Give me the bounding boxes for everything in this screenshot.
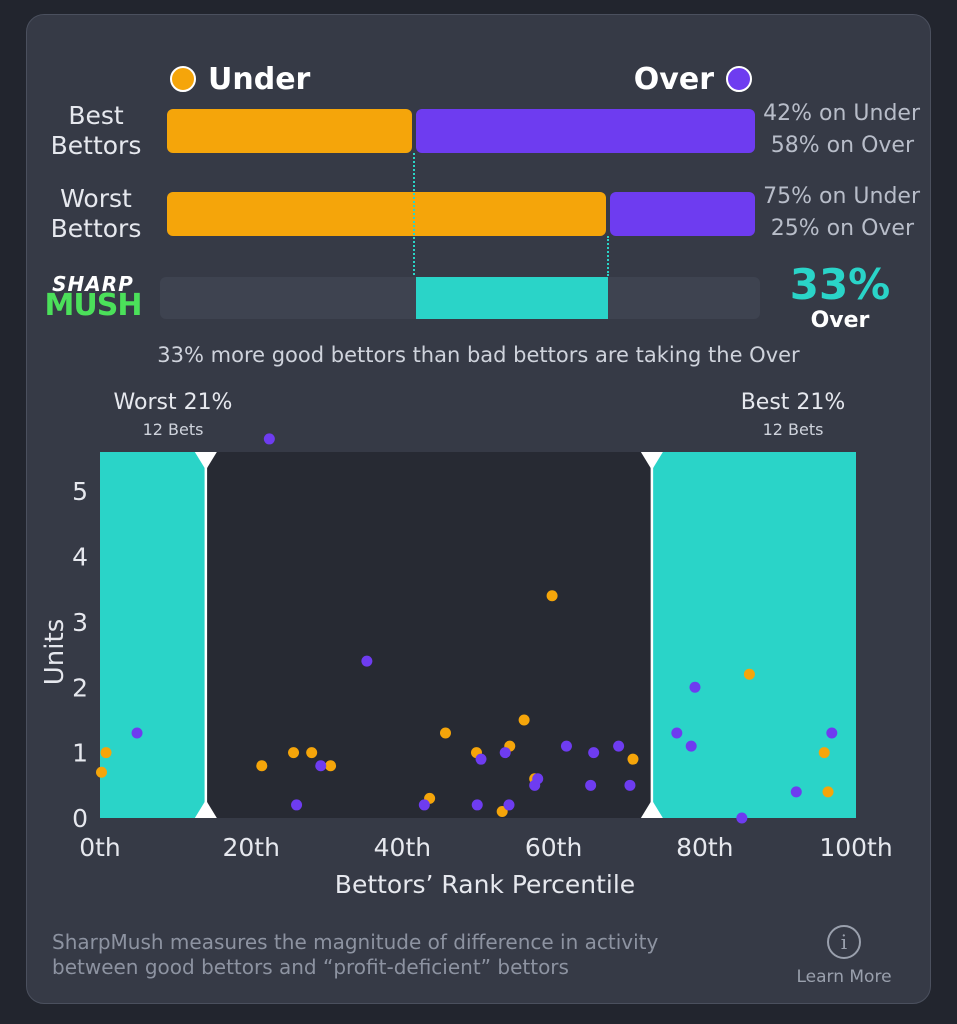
worst-bettors-label-line2: Bettors bbox=[50, 214, 142, 243]
x-axis-label: Bettors’ Rank Percentile bbox=[335, 870, 635, 899]
y-tick-label: 0 bbox=[72, 804, 88, 833]
best-under-bar bbox=[167, 109, 412, 153]
worst-under-pct: 75% on Under bbox=[763, 184, 920, 209]
best-region-title: Best 21% bbox=[740, 390, 846, 415]
under-point bbox=[822, 786, 834, 798]
over-point bbox=[671, 727, 683, 739]
worst-over-bar bbox=[610, 192, 755, 236]
best-bettors-label: Best Bettors bbox=[26, 101, 166, 161]
over-point bbox=[418, 799, 430, 811]
over-point bbox=[263, 433, 275, 445]
x-tick-label: 60th bbox=[525, 833, 582, 862]
y-tick-label: 3 bbox=[72, 608, 88, 637]
best-boundary-handle-bottom bbox=[640, 800, 663, 818]
over-point bbox=[361, 655, 373, 667]
y-tick-label: 5 bbox=[72, 477, 88, 506]
over-point bbox=[532, 773, 544, 785]
under-point bbox=[100, 747, 112, 759]
learn-more-label: Learn More bbox=[796, 967, 892, 987]
sharp-percentage: 33% bbox=[789, 260, 891, 309]
x-tick-label: 20th bbox=[222, 833, 279, 862]
over-point bbox=[131, 727, 143, 739]
footer-description: SharpMush measures the magnitude of diff… bbox=[52, 930, 658, 980]
best-under-pct: 42% on Under bbox=[763, 101, 920, 126]
over-point bbox=[613, 740, 625, 752]
under-point bbox=[256, 760, 268, 772]
best-over-bar bbox=[415, 109, 755, 153]
sharp-direction: Over bbox=[810, 308, 870, 333]
footer-line1: SharpMush measures the magnitude of diff… bbox=[52, 930, 659, 954]
sharpmush-logo: SHARP MUSH bbox=[36, 272, 150, 323]
learn-more-button[interactable]: i Learn More bbox=[784, 925, 904, 991]
worst-boundary-handle-top bbox=[194, 452, 217, 470]
x-tick-label: 80th bbox=[676, 833, 733, 862]
best-bettors-label-line2: Bettors bbox=[50, 131, 142, 160]
over-point bbox=[475, 753, 487, 765]
under-point bbox=[96, 766, 108, 778]
footer-line2: between good bettors and “profit-deficie… bbox=[52, 955, 569, 979]
sharp-caption: 33% more good bettors than bad bettors a… bbox=[157, 343, 800, 367]
under-point bbox=[627, 753, 639, 765]
worst-region-title: Worst 21% bbox=[113, 390, 233, 415]
worst-bettors-label: Worst Bettors bbox=[26, 184, 166, 244]
worst-boundary-handle-bottom bbox=[194, 800, 217, 818]
under-legend-label: Under bbox=[208, 62, 311, 97]
under-point bbox=[439, 727, 451, 739]
difference-guide-left bbox=[412, 153, 415, 275]
under-point bbox=[546, 590, 558, 602]
difference-fill bbox=[415, 277, 608, 319]
over-point bbox=[471, 799, 483, 811]
worst-bettors-label-line1: Worst bbox=[60, 184, 132, 213]
under-point bbox=[743, 668, 755, 680]
info-icon: i bbox=[827, 925, 861, 959]
x-tick-label: 0th bbox=[79, 833, 121, 862]
over-point bbox=[826, 727, 838, 739]
best-over-pct: 58% on Over bbox=[770, 133, 914, 158]
logo-line1: SHARP bbox=[52, 272, 134, 296]
highlight-region-best bbox=[651, 452, 856, 818]
under-legend-dot bbox=[170, 66, 196, 92]
over-point bbox=[588, 747, 600, 759]
y-axis-label: Units bbox=[40, 619, 70, 685]
over-legend-dot bbox=[726, 66, 752, 92]
over-legend-label: Over bbox=[633, 62, 714, 97]
under-point bbox=[325, 760, 337, 772]
y-tick-label: 2 bbox=[72, 673, 88, 702]
x-tick-label: 40th bbox=[374, 833, 431, 862]
logo-line2: MUSH bbox=[44, 288, 143, 323]
over-point bbox=[689, 681, 701, 693]
over-point bbox=[585, 779, 597, 791]
y-tick-label: 1 bbox=[72, 739, 88, 768]
worst-over-pct: 25% on Over bbox=[770, 216, 914, 241]
over-point bbox=[790, 786, 802, 798]
over-point bbox=[736, 812, 748, 824]
difference-guide-right bbox=[607, 236, 609, 276]
over-point bbox=[685, 740, 697, 752]
under-point bbox=[818, 747, 830, 759]
under-point bbox=[288, 747, 300, 759]
best-boundary-handle-top bbox=[640, 452, 663, 470]
over-point bbox=[560, 740, 572, 752]
highlight-region-worst bbox=[100, 452, 206, 818]
over-point bbox=[291, 799, 303, 811]
worst-under-bar bbox=[167, 192, 606, 236]
y-tick-label: 4 bbox=[72, 543, 88, 572]
over-point bbox=[499, 747, 511, 759]
over-point bbox=[503, 799, 515, 811]
worst-region-count: 12 Bets bbox=[142, 420, 204, 439]
over-point bbox=[624, 779, 636, 791]
x-tick-label: 100th bbox=[819, 833, 892, 862]
under-point bbox=[306, 747, 318, 759]
under-point bbox=[496, 805, 508, 817]
over-point bbox=[315, 760, 327, 772]
under-point bbox=[518, 714, 530, 726]
best-region-count: 12 Bets bbox=[762, 420, 824, 439]
best-bettors-label-line1: Best bbox=[68, 101, 124, 130]
